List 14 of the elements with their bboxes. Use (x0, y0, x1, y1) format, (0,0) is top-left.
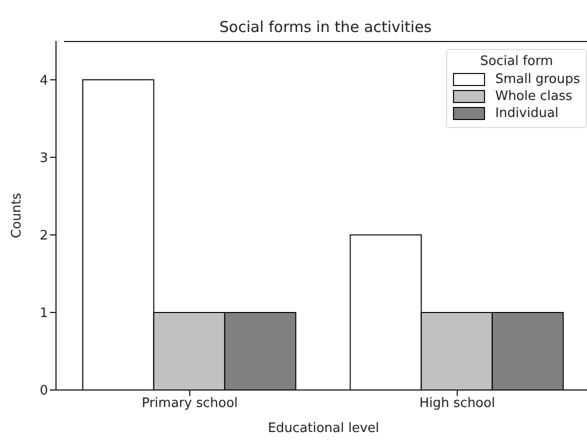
y-tick-label: 0 (40, 384, 48, 399)
y-tick-label: 1 (40, 306, 48, 322)
y-tick-label: 4 (40, 73, 48, 88)
legend-label: Small groups (495, 72, 580, 87)
legend-label: Individual (495, 106, 559, 121)
chart-title: Social forms in the activities (218, 18, 433, 36)
legend-title: Social form (479, 54, 554, 69)
x-tick-label: Primary school (142, 396, 238, 412)
y-axis-title: Counts (10, 192, 25, 238)
x-axis-title: Educational level (268, 421, 380, 436)
x-tick-label: High school (419, 396, 496, 412)
y-tick-label: 3 (40, 150, 48, 166)
legend-label: Whole class (495, 89, 572, 104)
y-tick-label: 2 (40, 228, 48, 244)
